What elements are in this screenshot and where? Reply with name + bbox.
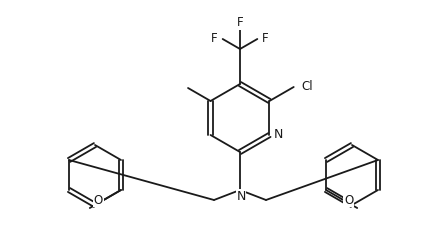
Text: Cl: Cl [301, 80, 312, 92]
Text: O: O [94, 194, 103, 206]
Text: N: N [274, 128, 283, 140]
Text: N: N [236, 190, 245, 202]
Text: F: F [212, 32, 218, 44]
Text: O: O [344, 194, 353, 206]
Text: F: F [237, 17, 243, 29]
Text: F: F [262, 32, 269, 44]
